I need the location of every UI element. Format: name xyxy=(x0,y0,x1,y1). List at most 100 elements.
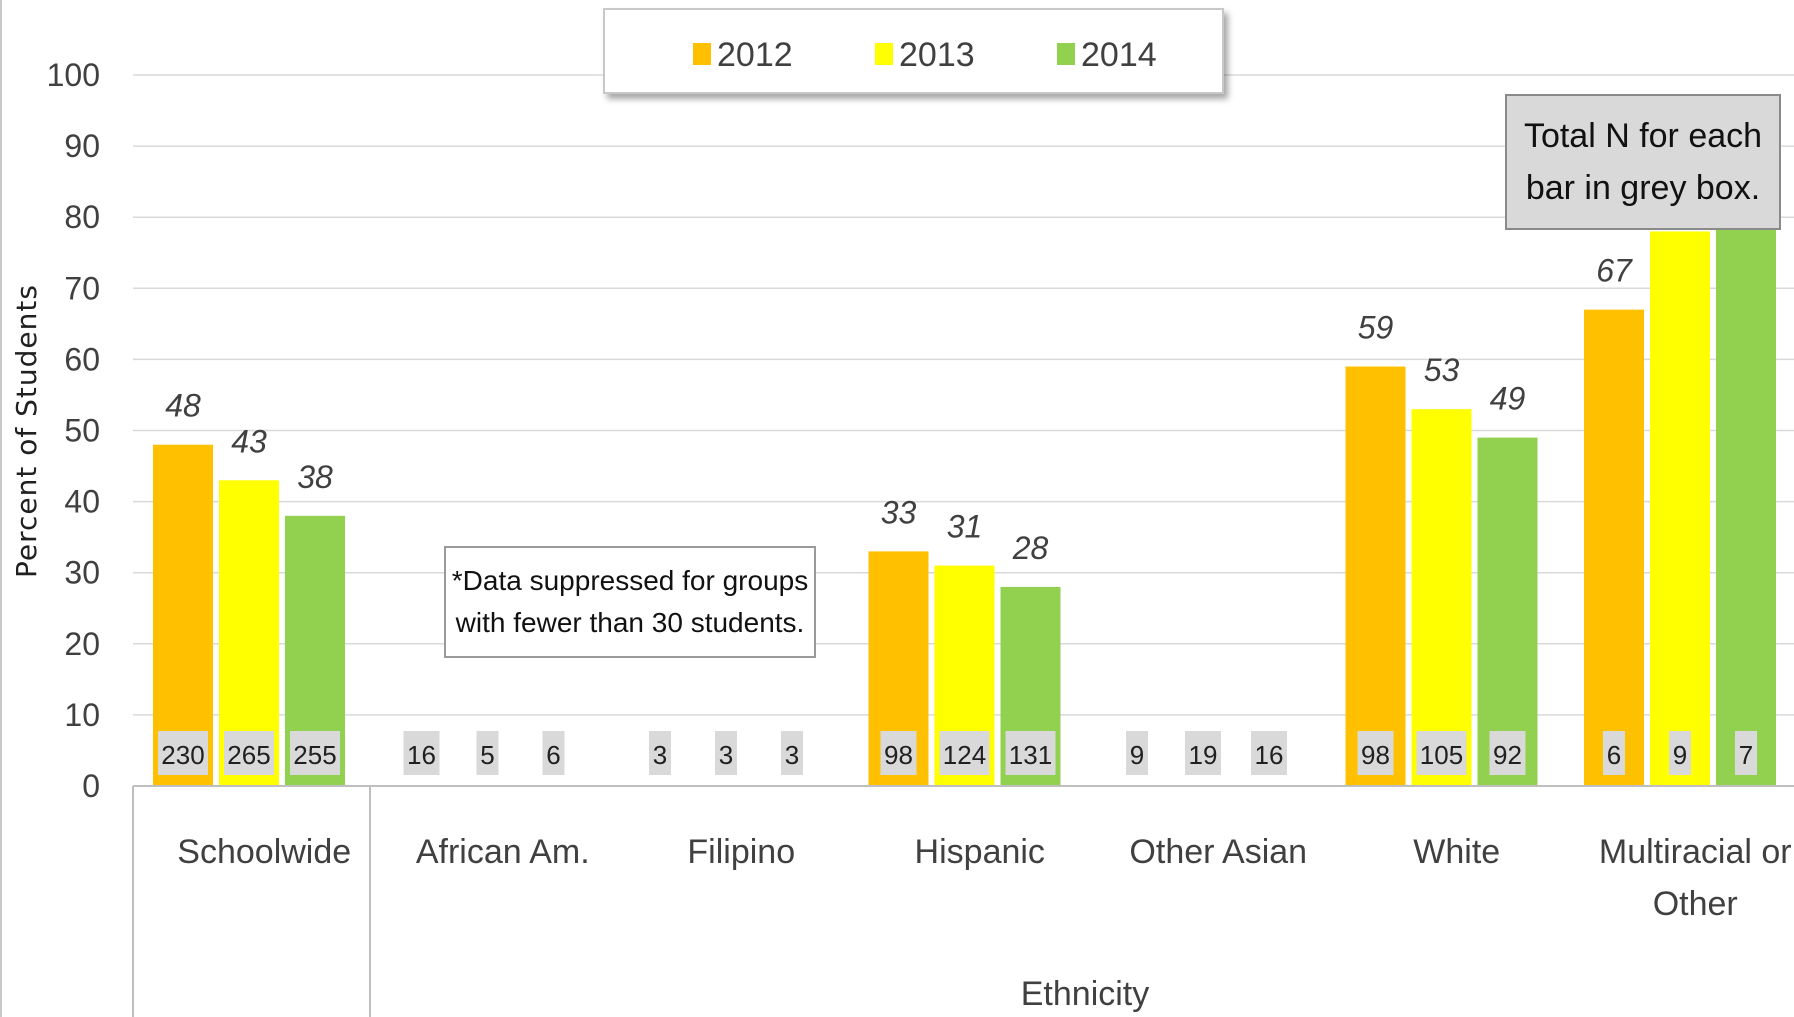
count-label-bg xyxy=(1185,731,1221,775)
count-label-bg xyxy=(1126,731,1148,775)
y-tick-label: 20 xyxy=(64,626,100,662)
count-label: 7 xyxy=(1739,740,1753,770)
count-label: 124 xyxy=(943,740,986,770)
value-label: 48 xyxy=(165,388,201,424)
count-label-bg xyxy=(476,731,499,775)
count-label-bg xyxy=(1603,731,1625,775)
category-label: Schoolwide xyxy=(177,833,351,871)
count-label: 255 xyxy=(293,740,336,770)
y-axis-ticks: 0 10 20 30 40 50 60 70 80 90 100 xyxy=(47,57,100,804)
count-label-bg xyxy=(158,731,208,775)
x-axis-title: Ethnicity xyxy=(1021,975,1150,1013)
count-label: 230 xyxy=(161,740,204,770)
count-label-bg xyxy=(403,731,440,775)
total-note-line-1: Total N for each xyxy=(1523,117,1763,155)
count-label: 6 xyxy=(1607,740,1621,770)
bar-2013 xyxy=(1650,231,1710,787)
count-label-bg xyxy=(1669,731,1691,775)
count-label: 16 xyxy=(1255,740,1284,770)
count-label-bg xyxy=(1489,731,1526,775)
count-label-bg xyxy=(715,731,737,775)
count-label-bg xyxy=(542,731,565,775)
count-label-bg xyxy=(1735,731,1757,775)
count-label: 265 xyxy=(227,740,270,770)
total-note-line-2: bar in grey box. xyxy=(1525,169,1761,207)
count-label-bg xyxy=(781,731,803,775)
count-label: 16 xyxy=(407,740,436,770)
count-label-bg xyxy=(1357,731,1394,775)
bar-2013 xyxy=(1411,409,1472,786)
count-label: 3 xyxy=(719,740,733,770)
legend-label-2012: 2012 xyxy=(717,36,793,74)
legend-swatch-2014 xyxy=(1057,43,1075,65)
value-label: 43 xyxy=(231,423,267,459)
y-tick-label: 10 xyxy=(64,697,100,733)
count-label-bg xyxy=(224,731,274,775)
suppressed-data-note: *Data suppressed for groups with fewer t… xyxy=(444,546,816,658)
count-label: 6 xyxy=(546,740,560,770)
count-label-bg xyxy=(649,731,671,775)
legend: 2012 2013 2014 xyxy=(603,8,1224,94)
value-labels: 48 43 38 33 31 28 59 53 49 67 xyxy=(165,253,1633,566)
bar-2014 xyxy=(1477,437,1538,786)
value-label: 28 xyxy=(1012,530,1049,566)
value-label: 67 xyxy=(1596,253,1633,289)
y-tick-label: 90 xyxy=(64,128,100,164)
value-label: 31 xyxy=(947,509,983,545)
count-label-bg xyxy=(290,731,340,775)
count-label: 3 xyxy=(785,740,799,770)
category-label: Filipino xyxy=(687,833,795,871)
count-label: 98 xyxy=(1361,740,1390,770)
bar-2012 xyxy=(1345,366,1406,786)
value-label: 53 xyxy=(1424,352,1460,388)
category-label: Other Asian xyxy=(1129,833,1307,871)
y-axis-title: Percent of Students xyxy=(10,284,43,578)
grid-lines xyxy=(133,74,1794,716)
y-tick-label: 80 xyxy=(64,199,100,235)
count-label-bg xyxy=(1416,731,1467,775)
total-n-note: Total N for each bar in grey box. xyxy=(1505,94,1781,230)
y-tick-label: 60 xyxy=(64,341,100,377)
count-label: 92 xyxy=(1493,740,1522,770)
category-label: African Am. xyxy=(416,833,590,871)
legend-label-2014: 2014 xyxy=(1081,36,1157,74)
note-line-1: *Data suppressed for groups xyxy=(451,565,809,596)
count-label-bg xyxy=(880,731,917,775)
count-label: 3 xyxy=(653,740,667,770)
category-label: Other xyxy=(1653,885,1738,923)
note-line-2: with fewer than 30 students. xyxy=(455,607,805,638)
bar-2014 xyxy=(1716,224,1776,786)
count-label: 131 xyxy=(1009,740,1052,770)
count-label: 98 xyxy=(884,740,913,770)
count-label-bg xyxy=(1251,731,1287,775)
count-label-bg xyxy=(1005,731,1056,775)
count-label: 9 xyxy=(1673,740,1687,770)
count-label: 19 xyxy=(1189,740,1218,770)
y-tick-label: 0 xyxy=(82,768,100,804)
category-labels: Schoolwide African Am. Filipino Hispanic Oth… xyxy=(177,833,1791,923)
value-label: 49 xyxy=(1490,381,1526,417)
bar-2012 xyxy=(153,444,213,786)
value-label: 59 xyxy=(1358,310,1394,346)
count-label: 105 xyxy=(1420,740,1463,770)
y-tick-label: 50 xyxy=(64,413,100,449)
legend-swatch-2013 xyxy=(875,43,893,65)
count-labels: 230 265 255 16 5 6 3 3 3 98 124 131 9 19 16 98 105 92 6 9 7 xyxy=(158,731,1757,775)
bars xyxy=(153,224,1776,787)
category-label: White xyxy=(1413,833,1500,871)
legend-swatch-2012 xyxy=(693,43,711,65)
y-tick-label: 30 xyxy=(64,555,100,591)
count-label: 9 xyxy=(1130,740,1144,770)
count-label-bg xyxy=(939,731,990,775)
count-label: 5 xyxy=(480,740,494,770)
value-label: 38 xyxy=(297,459,333,495)
legend-label-2013: 2013 xyxy=(899,36,975,74)
category-label: Hispanic xyxy=(915,833,1045,871)
y-tick-label: 100 xyxy=(47,57,100,93)
y-tick-label: 70 xyxy=(64,270,100,306)
bar-2012 xyxy=(1584,309,1644,786)
y-tick-label: 40 xyxy=(64,484,100,520)
value-label: 33 xyxy=(881,494,917,530)
